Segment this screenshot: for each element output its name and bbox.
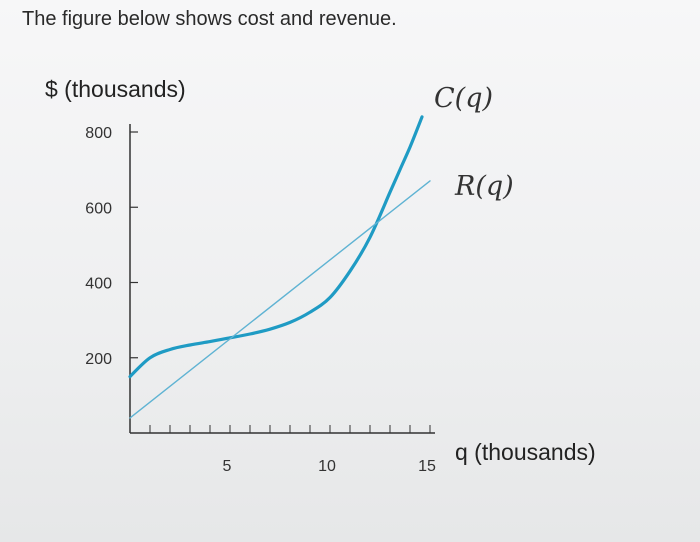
- revenue-line: [129, 180, 431, 419]
- x-tick-label: 15: [418, 458, 436, 475]
- cost-curve: [128, 115, 424, 379]
- x-axis-title: q (thousands): [455, 439, 596, 465]
- x-tick-label: 10: [318, 458, 336, 475]
- cost-curve-label: C(q): [434, 83, 493, 114]
- question-prompt: The figure below shows cost and revenue.: [22, 8, 397, 30]
- y-tick-label: 400: [85, 276, 112, 293]
- y-tick-label: 200: [85, 351, 112, 368]
- labels: 200 400 600 800 5 10 15 $ (thousands) q (thousan…: [45, 76, 596, 475]
- x-tick-label: 5: [223, 458, 232, 475]
- y-tick-label: 600: [85, 200, 112, 217]
- revenue-line-label: R(q): [454, 171, 514, 202]
- axes: [129, 124, 435, 434]
- y-tick-label: 800: [85, 125, 112, 142]
- y-axis-title: $ (thousands): [45, 76, 186, 102]
- series-layer: [128, 115, 431, 419]
